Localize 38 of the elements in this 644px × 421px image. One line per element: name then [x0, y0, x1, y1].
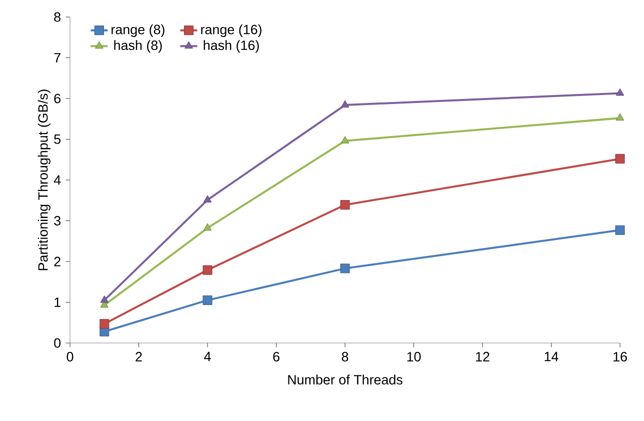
point [202, 295, 212, 305]
y-tick-label: 0 [54, 338, 61, 348]
point [203, 195, 212, 202]
x-tick-label: 14 [544, 352, 558, 362]
point [615, 225, 625, 235]
x-tick-label: 16 [614, 352, 627, 362]
y-tick-label: 3 [54, 216, 60, 226]
x-tick-label: 2 [136, 352, 142, 362]
point [340, 264, 350, 274]
x-tick-label: 6 [273, 352, 280, 362]
point [616, 88, 624, 96]
point [615, 154, 625, 164]
y-tick-label: 2 [54, 256, 60, 266]
point [340, 136, 350, 144]
x-tick-label: 8 [342, 352, 348, 362]
legend-label: hash (16) [204, 40, 259, 53]
y-tick-label: 7 [54, 53, 60, 62]
point [100, 319, 110, 329]
point [100, 295, 109, 303]
legend-label: hash (8) [114, 40, 162, 53]
legend-label: range (8) [112, 24, 164, 37]
x-tick-label: 4 [204, 352, 211, 362]
point [616, 113, 624, 121]
point [340, 200, 350, 210]
point [203, 223, 212, 231]
y-tick-label: 6 [54, 94, 60, 104]
y-tick-label: 8 [54, 12, 60, 22]
y-axis-title: Partitioning Throughput (GB/s) [38, 90, 50, 270]
x-tick-label: 0 [66, 352, 74, 362]
x-tick-label: 10 [407, 352, 421, 362]
y-tick-label: 1 [54, 298, 60, 307]
point [202, 265, 212, 275]
x-axis-title: Number of Threads [288, 374, 402, 384]
x-tick-label: 12 [476, 352, 490, 362]
y-tick-label: 4 [54, 175, 61, 185]
point [340, 100, 350, 108]
y-tick-label: 5 [54, 134, 61, 144]
legend-label: range (16) [201, 24, 262, 37]
